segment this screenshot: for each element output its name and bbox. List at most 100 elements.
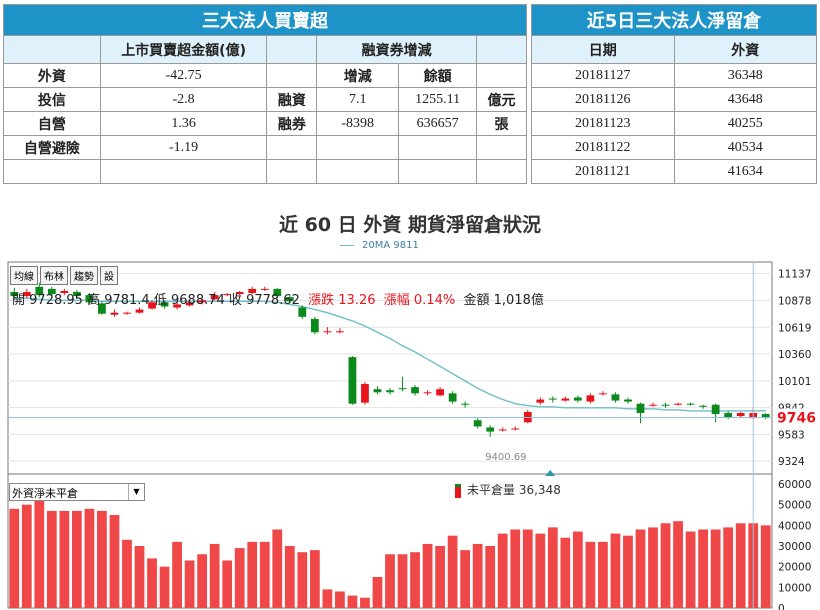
col-amount-header: 上市買賣超金額(億) <box>99 35 268 64</box>
candle-body <box>10 291 19 297</box>
candle-body <box>336 331 344 333</box>
candle-body <box>761 414 770 418</box>
y-tick-label: 10000 <box>778 582 811 594</box>
open-interest-bar <box>673 521 683 608</box>
row-unit <box>476 135 527 160</box>
candle-body <box>498 429 507 431</box>
open-interest-bar <box>410 552 420 608</box>
change-label: 漲跌 <box>308 293 335 308</box>
candle-body <box>611 394 620 401</box>
candle-body <box>35 286 44 296</box>
foreign-value-cell: 43648 <box>673 87 818 112</box>
open-interest-bar <box>660 523 671 608</box>
col-margin-header: 融資券增減 <box>316 35 478 64</box>
open-interest-bar <box>572 531 583 608</box>
open-interest-bar <box>209 543 220 608</box>
candle-body <box>210 295 219 300</box>
marker-triangle <box>545 470 556 476</box>
row-change: -8398 <box>316 111 400 136</box>
toolbar-button-bollinger[interactable]: 布林 <box>40 266 68 285</box>
open-interest-bar <box>385 554 395 608</box>
row-margin-type <box>266 135 318 160</box>
open-interest-bar <box>560 537 571 608</box>
pct-label: 漲幅 <box>383 293 410 308</box>
indicator-select[interactable]: 外資淨未平倉 ▼ <box>9 483 145 501</box>
candle-body <box>486 427 495 432</box>
col-balance-header: 餘額 <box>398 63 478 88</box>
toolbar-button-trend[interactable]: 趨勢 <box>70 266 98 285</box>
y-tick-label: 9324 <box>778 456 805 468</box>
futures-chart: 1113710878106191036010101984295839324600… <box>7 261 820 610</box>
current-price-badge <box>774 408 820 427</box>
candle-body <box>248 288 257 294</box>
candle-body <box>423 392 432 394</box>
y-tick-label: 30000 <box>778 541 811 553</box>
row-unit <box>476 63 527 88</box>
toolbar-button-settings[interactable]: 設 <box>100 266 118 285</box>
row-change <box>316 159 400 184</box>
toolbar-button-ma[interactable]: 均線 <box>10 266 38 285</box>
y-tick-label: 20000 <box>778 562 811 574</box>
row-name: 自營避險 <box>3 135 101 160</box>
row-unit: 億元 <box>476 87 527 112</box>
row-change: 7.1 <box>316 87 400 112</box>
ma-legend: 20MA 9811 <box>340 240 419 251</box>
min-price-label: 9400.69 <box>485 452 526 463</box>
candle-body <box>661 404 670 406</box>
candle-body <box>60 290 69 294</box>
pct-value: 0.14% <box>413 293 456 308</box>
candle-body <box>624 399 632 402</box>
open-interest-bar <box>497 533 508 608</box>
open-interest-bar <box>259 541 270 608</box>
date-cell: 20181126 <box>531 87 675 112</box>
ma-legend-swatch <box>340 244 354 246</box>
row-amount <box>99 159 268 184</box>
open-interest-bar <box>284 546 295 608</box>
candle-body <box>173 304 181 308</box>
blank-header <box>3 35 101 64</box>
chart-title: 近 60 日 外資 期貨淨留倉狀況 <box>279 214 541 236</box>
candle-body <box>699 405 707 407</box>
col-foreign-header: 外資 <box>673 35 818 64</box>
open-interest-bar <box>510 529 521 608</box>
open-interest-bar <box>635 529 646 608</box>
candle-body <box>22 291 31 297</box>
open-interest-bar <box>460 550 471 608</box>
candle-body <box>273 288 282 297</box>
open-interest-bar <box>547 527 558 608</box>
open-interest-bar <box>710 529 721 608</box>
candle-body <box>649 404 657 406</box>
chevron-down-icon[interactable]: ▼ <box>128 484 144 500</box>
open-interest-bar <box>222 560 233 608</box>
candle-body <box>260 288 269 290</box>
row-change <box>316 135 400 160</box>
y-tick-label: 10878 <box>778 295 811 307</box>
open-interest-bar <box>34 498 45 608</box>
date-cell: 20181127 <box>531 63 675 88</box>
candle-body <box>110 312 119 315</box>
candle-body <box>348 357 357 404</box>
candle-body <box>235 291 244 295</box>
legend-label: 未平倉量 <box>467 483 516 497</box>
legend-value: 36,348 <box>518 483 561 497</box>
open-interest-bar <box>197 554 208 608</box>
open-interest-bar <box>9 508 20 608</box>
open-interest-bar <box>335 591 345 608</box>
candle-body <box>310 318 319 333</box>
candle-body <box>599 393 607 395</box>
row-name <box>3 159 101 184</box>
y-tick-label: 10619 <box>778 322 811 334</box>
open-interest-bar <box>184 560 195 608</box>
open-label: 開 <box>12 293 26 308</box>
candle-body <box>461 403 470 405</box>
amount-label: 金額 <box>463 293 490 308</box>
institutional-trading-table: 三大法人買賣超 上市買賣超金額(億) 融資券增減 外資 -42.75 增減 餘額… <box>3 4 527 184</box>
candle-body <box>361 384 369 403</box>
candle-body <box>711 404 720 415</box>
row-margin-type: 融券 <box>266 111 318 136</box>
row-balance <box>398 159 478 184</box>
candle-body <box>386 390 394 393</box>
open-interest-bar <box>522 529 533 608</box>
open-interest-bar <box>585 541 596 608</box>
candle-body <box>536 399 545 403</box>
